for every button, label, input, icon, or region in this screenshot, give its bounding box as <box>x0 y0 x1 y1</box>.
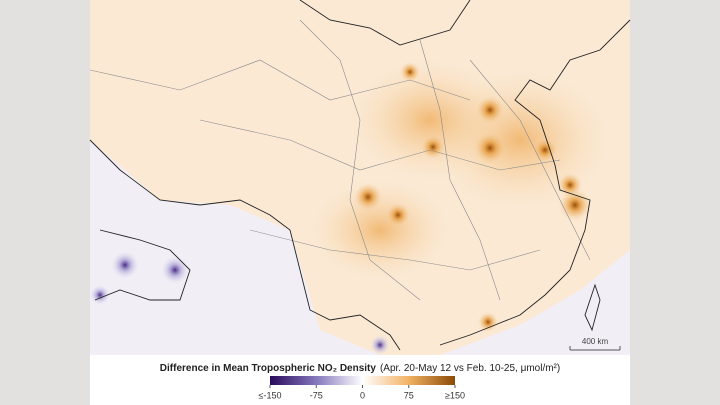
hotspot <box>354 183 382 211</box>
legend-title-note: (Apr. 20-May 12 vs Feb. 10-25, μmol/m²) <box>380 363 560 374</box>
coastline <box>439 19 631 346</box>
hotspot <box>559 189 591 221</box>
admin-borders <box>89 19 591 301</box>
warm-area <box>350 60 510 180</box>
warm-area <box>310 180 450 280</box>
border-line <box>89 139 401 351</box>
border <box>299 19 421 301</box>
colorbar-tick-label: 0 <box>360 390 365 400</box>
hotspot <box>533 138 557 162</box>
border-line <box>299 0 471 46</box>
cool-spot <box>111 251 139 279</box>
legend-title-main: Difference in Mean Tropospheric NO₂ Dens… <box>160 363 377 374</box>
sea <box>440 250 630 355</box>
border-line <box>94 229 191 301</box>
national-borders <box>89 0 631 351</box>
hotspot <box>421 135 445 159</box>
border <box>249 229 541 271</box>
hotspot <box>386 203 410 227</box>
hotspot <box>400 62 420 82</box>
island <box>584 283 601 332</box>
hotspot <box>474 132 506 164</box>
colorbar-tick-label: ≤-150 <box>259 390 282 400</box>
cool-spot <box>370 335 390 355</box>
colorbar <box>270 376 455 385</box>
border <box>89 59 471 101</box>
hotspots <box>90 60 610 355</box>
hotspot <box>478 312 498 332</box>
legend-title: Difference in Mean Tropospheric NO₂ Dens… <box>160 363 560 374</box>
colorbar-tick-label: -75 <box>310 390 323 400</box>
colorbar-tick-label: 75 <box>404 390 414 400</box>
scale-bar-label: 400 km <box>582 337 609 346</box>
border <box>419 39 501 301</box>
hotspot <box>476 96 504 124</box>
border <box>469 59 591 261</box>
colorbar-tick-label: ≥150 <box>445 390 465 400</box>
cool-spot <box>161 256 189 284</box>
border <box>199 119 561 171</box>
